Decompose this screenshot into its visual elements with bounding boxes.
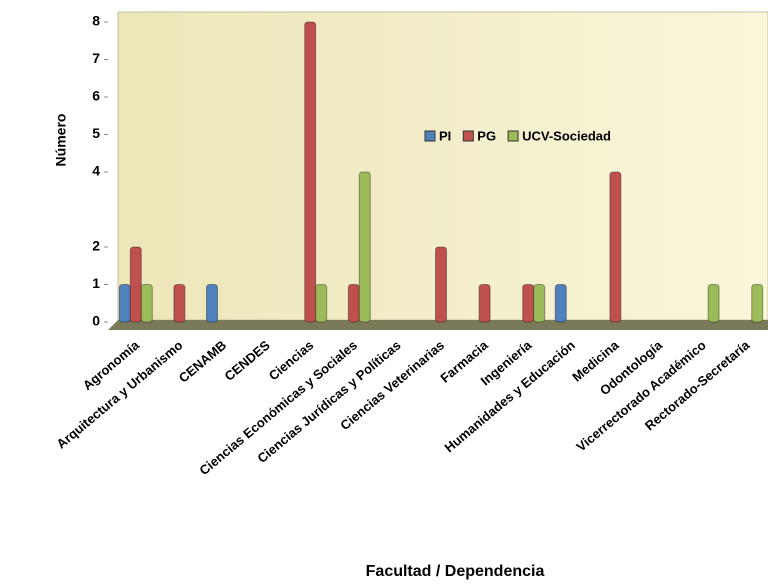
bar [129, 246, 142, 323]
bar [751, 284, 764, 323]
bar [140, 284, 153, 323]
x-tick-label: CENAMB [176, 337, 229, 385]
x-tick-label: CENDES [222, 337, 273, 384]
y-tick-label: 6 [92, 88, 100, 104]
y-tick-label: 2 [92, 238, 100, 254]
bar [707, 284, 720, 323]
bar [533, 284, 546, 323]
plot-floor [108, 320, 768, 330]
y-tick-label: 5 [92, 125, 100, 141]
bar [315, 284, 328, 323]
x-axis-label: Facultad / Dependencia [366, 563, 545, 580]
bar [435, 246, 447, 323]
legend-label: UCV-Sociedad [522, 128, 611, 143]
x-tick-label: Ciencias Económicas y Sociales [196, 337, 360, 478]
bar [347, 284, 360, 323]
legend-swatch [424, 130, 436, 142]
bar [173, 284, 186, 323]
bar [206, 284, 218, 323]
legend-swatch [507, 130, 519, 142]
bar [118, 284, 131, 323]
y-tick-label: 7 [92, 50, 100, 66]
bar [609, 171, 622, 323]
bar [522, 284, 535, 323]
legend-label: PI [439, 128, 451, 143]
legend-label: PG [477, 128, 496, 143]
bar [358, 171, 371, 323]
y-axis-label: Número [53, 114, 69, 167]
y-tick-label: 8 [92, 13, 100, 29]
legend-swatch [462, 130, 474, 142]
y-tick-label: 0 [92, 313, 100, 329]
y-tick-label: 4 [92, 163, 100, 179]
bar [554, 284, 567, 323]
bar [304, 21, 317, 323]
y-tick-label: 1 [92, 275, 100, 291]
bar [478, 284, 491, 323]
